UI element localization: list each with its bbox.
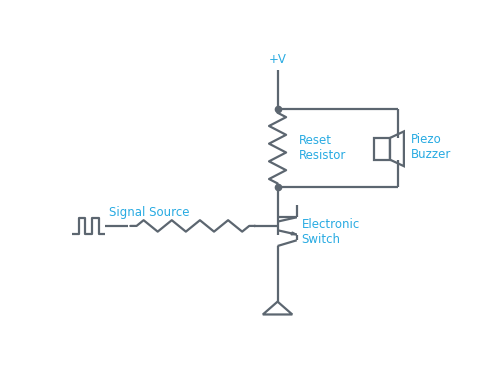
Text: Electronic
Switch: Electronic Switch <box>302 218 360 246</box>
Text: +V: +V <box>268 53 286 66</box>
Text: Reset
Resistor: Reset Resistor <box>299 134 346 162</box>
Text: Signal Source: Signal Source <box>109 206 190 219</box>
Polygon shape <box>291 232 296 235</box>
Text: Piezo
Buzzer: Piezo Buzzer <box>411 133 452 161</box>
